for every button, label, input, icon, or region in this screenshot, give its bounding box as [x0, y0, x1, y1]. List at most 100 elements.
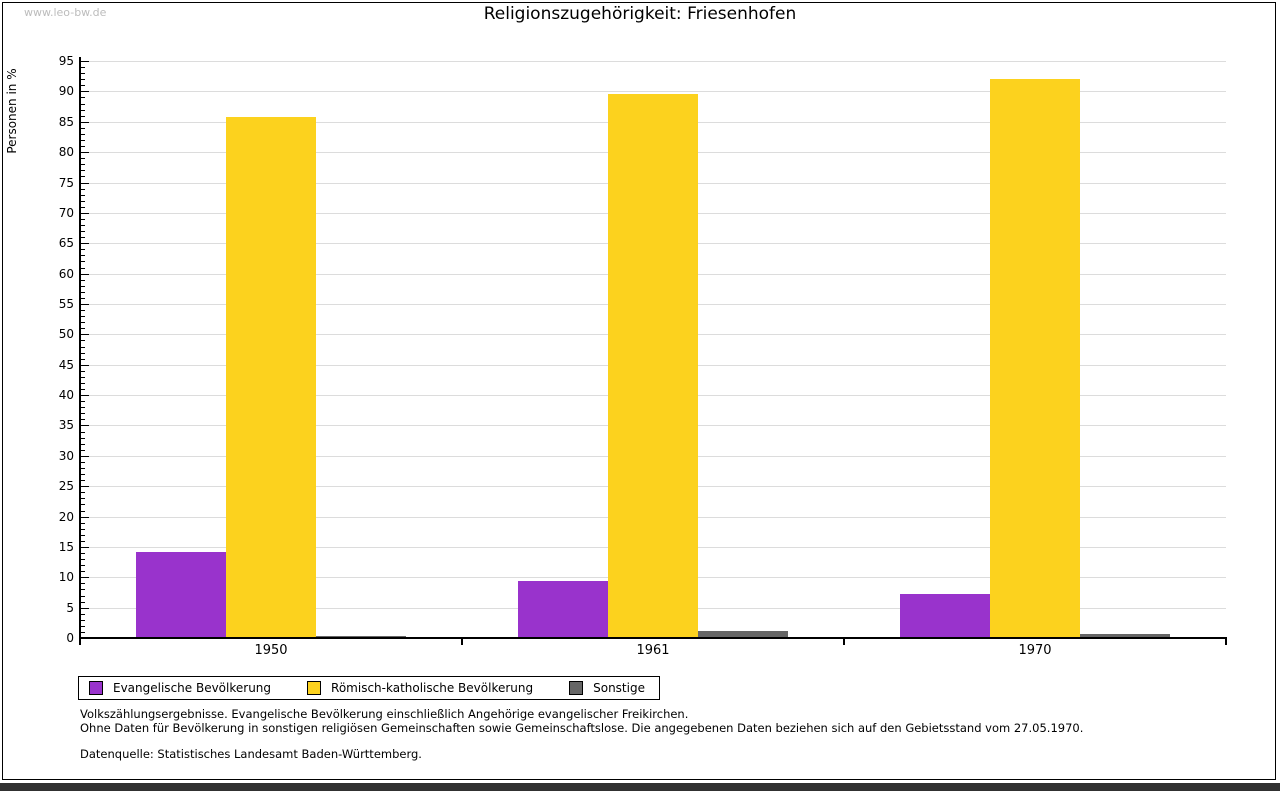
y-minor-tick [81, 316, 85, 318]
y-major-tick [81, 455, 89, 457]
y-minor-tick [81, 589, 85, 591]
y-minor-tick [81, 565, 85, 567]
y-minor-tick [81, 85, 85, 87]
y-tick-label: 0 [66, 631, 74, 645]
y-tick-label: 75 [58, 175, 74, 190]
y-major-tick [81, 303, 89, 305]
footnote-line-2: Ohne Daten für Bevölkerung in sonstigen … [80, 720, 1084, 735]
y-axis-line [79, 57, 81, 640]
y-minor-tick [81, 194, 85, 196]
legend: Evangelische Bevölkerung Römisch-katholis… [78, 676, 660, 700]
y-tick-label: 15 [58, 539, 74, 554]
footnote-line-1: Volkszählungsergebnisse. Evangelische Be… [80, 707, 689, 721]
y-major-tick [81, 243, 89, 245]
y-minor-tick [81, 255, 85, 257]
y-minor-tick [81, 370, 85, 372]
y-major-tick [81, 182, 89, 184]
y-minor-tick [81, 249, 85, 251]
legend-item: Evangelische Bevölkerung [89, 681, 271, 695]
y-minor-tick [81, 631, 85, 633]
y-minor-tick [81, 431, 85, 433]
y-minor-tick [81, 346, 85, 348]
y-major-tick [81, 577, 89, 579]
y-major-tick [81, 121, 89, 123]
y-minor-tick [81, 188, 85, 190]
y-minor-tick [81, 613, 85, 615]
legend-swatch-icon [569, 681, 584, 695]
y-minor-tick [81, 504, 85, 506]
y-major-tick [81, 425, 89, 427]
y-tick-label: 90 [58, 84, 74, 99]
y-minor-tick [81, 358, 85, 360]
y-tick-label: 30 [58, 448, 74, 463]
y-minor-tick [81, 79, 85, 81]
y-axis-title: Personen in % [5, 68, 19, 154]
y-minor-tick [81, 322, 85, 324]
y-tick-label: 45 [58, 357, 74, 372]
y-minor-tick [81, 540, 85, 542]
y-tick-label: 80 [58, 145, 74, 160]
footnote-source: Datenquelle: Statistisches Landesamt Bad… [80, 747, 422, 761]
watermark-url: www.leo-bw.de [24, 6, 107, 19]
y-minor-tick [81, 437, 85, 439]
y-minor-tick [81, 522, 85, 524]
y-minor-tick [81, 127, 85, 129]
y-minor-tick [81, 389, 85, 390]
y-minor-tick [81, 261, 85, 263]
y-minor-tick [81, 340, 85, 342]
y-minor-tick [81, 109, 85, 111]
y-minor-tick [81, 467, 85, 469]
legend-label: Evangelische Bevölkerung [113, 681, 272, 695]
y-major-tick [81, 607, 89, 609]
y-gridline [81, 61, 1226, 62]
y-minor-tick [81, 583, 85, 585]
y-major-tick [81, 395, 89, 397]
y-minor-tick [81, 407, 85, 409]
y-minor-tick [81, 559, 85, 560]
y-minor-tick [81, 328, 85, 330]
bar-evangelische-bev-lkerung [136, 552, 226, 638]
y-tick-label: 35 [58, 418, 74, 433]
y-tick-label: 25 [58, 479, 74, 494]
y-minor-tick [81, 376, 85, 378]
y-tick-label: 5 [66, 600, 74, 615]
y-minor-tick [81, 498, 85, 500]
y-minor-tick [81, 140, 85, 141]
y-minor-tick [81, 480, 85, 482]
y-minor-tick [81, 103, 85, 105]
y-minor-tick [81, 310, 85, 311]
y-tick-label: 70 [58, 205, 74, 220]
y-minor-tick [81, 97, 85, 99]
y-minor-tick [81, 218, 85, 220]
x-category-label: 1961 [636, 643, 670, 658]
y-minor-tick [81, 401, 85, 403]
y-major-tick [81, 334, 89, 336]
y-tick-label: 20 [58, 509, 74, 524]
y-minor-tick [81, 553, 85, 554]
y-minor-tick [81, 419, 85, 421]
y-minor-tick [81, 492, 85, 494]
legend-swatch-icon [89, 681, 103, 695]
y-minor-tick [81, 206, 85, 208]
y-minor-tick [81, 146, 85, 147]
x-category-label: 1970 [1018, 643, 1052, 658]
y-minor-tick [81, 601, 85, 603]
y-minor-tick [81, 267, 85, 269]
y-minor-tick [81, 443, 85, 445]
y-major-tick [81, 364, 89, 366]
y-tick-label: 50 [58, 327, 74, 342]
x-category-label: 1950 [254, 643, 288, 658]
y-minor-tick [81, 176, 85, 178]
y-minor-tick [81, 67, 85, 69]
y-minor-tick [81, 170, 85, 172]
legend-label: Römisch-katholische Bevölkerung [331, 681, 534, 695]
y-minor-tick [81, 449, 85, 451]
x-boundary-tick [461, 639, 463, 645]
y-minor-tick [81, 413, 85, 415]
y-minor-tick [81, 237, 85, 239]
y-minor-tick [81, 133, 85, 135]
y-minor-tick [81, 279, 85, 281]
bottom-strip [0, 783, 1280, 791]
y-minor-tick [81, 158, 85, 160]
y-tick-label: 85 [58, 114, 74, 129]
